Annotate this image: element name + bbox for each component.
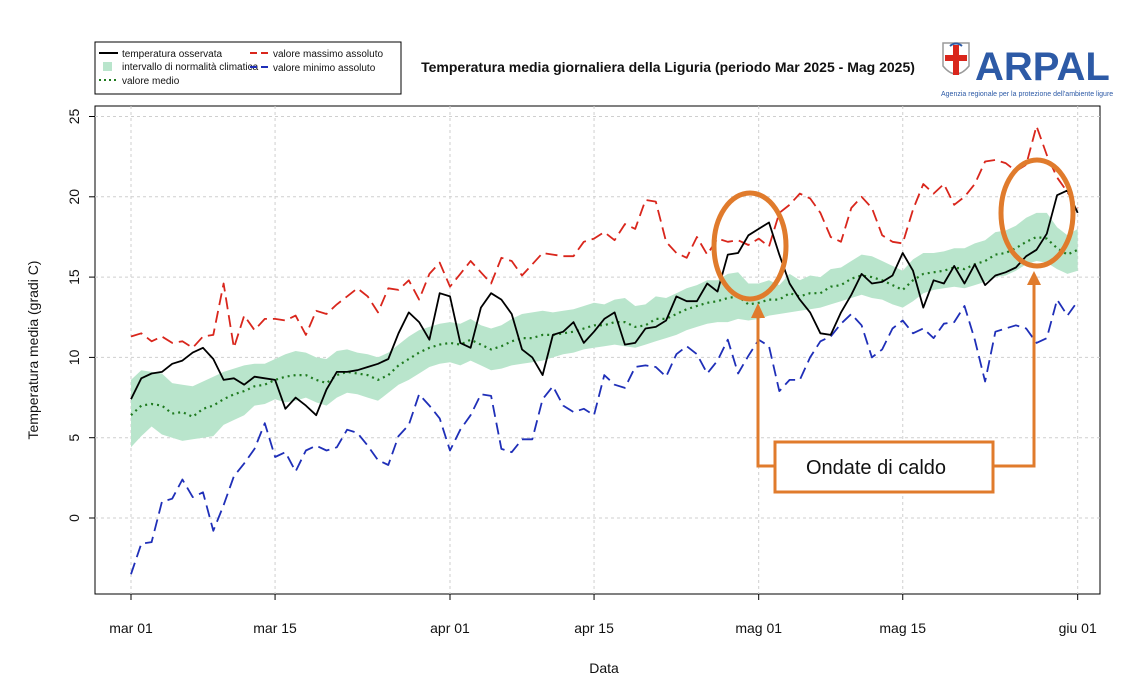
series-line-mean (130, 235, 1079, 418)
logo-subtitle: Agenzia regionale per la protezione dell… (941, 91, 1113, 98)
series-line-min (130, 298, 1079, 575)
heatwave-circle-may (711, 190, 789, 302)
annotation-box (773, 440, 995, 494)
legend-swatch-band (103, 62, 112, 71)
legend-label-observed: temperatura osservata (122, 49, 222, 60)
arpal-logo: ARPAL Agenzia regionale per la protezion… (941, 42, 1113, 98)
heatwave-circle-june (998, 157, 1076, 269)
x-ticks: mar 01 mar 15 apr 01 apr 15 mag 01 mag 15 giu … (109, 594, 1097, 636)
plot-frame (94, 105, 1101, 595)
liguria-shield-icon (942, 42, 970, 75)
y-tick-label: 5 (66, 434, 82, 442)
annotation-label: Ondate di caldo (806, 457, 946, 479)
x-tick-label: apr 15 (574, 620, 614, 636)
x-tick-label: giu 01 (1059, 620, 1097, 636)
y-tick-label: 10 (66, 349, 82, 365)
x-tick-label: mag 01 (735, 620, 782, 636)
y-axis-title: Temperatura media (gradi C) (25, 261, 41, 440)
series-layer (130, 125, 1079, 575)
arrow-head-right (1027, 271, 1041, 285)
x-tick-label: mar 15 (253, 620, 297, 636)
legend-label-mean: valore medio (122, 76, 180, 87)
series-band-normal-range (131, 212, 1078, 448)
y-tick-label: 20 (66, 189, 82, 205)
arrow-line-left (756, 316, 775, 468)
x-axis-title: Data (589, 660, 619, 676)
normal-range-band (131, 212, 1078, 448)
arrow-line-right (993, 283, 1036, 468)
legend-label-min: valore minimo assoluto (273, 63, 376, 74)
y-tick-label: 0 (66, 514, 82, 522)
logo-wordmark: ARPAL (975, 45, 1110, 89)
legend-label-band: intervallo di normalità climatica (122, 62, 259, 73)
x-tick-label: mag 15 (879, 620, 926, 636)
legend-box (94, 41, 402, 95)
arrow-head-left (751, 303, 765, 318)
x-tick-label: mar 01 (109, 620, 153, 636)
x-tick-label: apr 01 (430, 620, 470, 636)
grid (95, 106, 1100, 594)
chart-title: Temperatura media giornaliera della Ligu… (421, 59, 915, 75)
heatwave-annotation: Ondate di caldo (711, 157, 1076, 494)
y-tick-label: 25 (66, 109, 82, 125)
series-line-observed (130, 189, 1079, 417)
y-tick-label: 15 (66, 269, 82, 285)
y-ticks: 0 5 10 15 20 25 (66, 109, 95, 522)
legend: temperatura osservata intervallo di norm… (94, 41, 402, 95)
legend-label-max: valore massimo assoluto (273, 49, 383, 60)
